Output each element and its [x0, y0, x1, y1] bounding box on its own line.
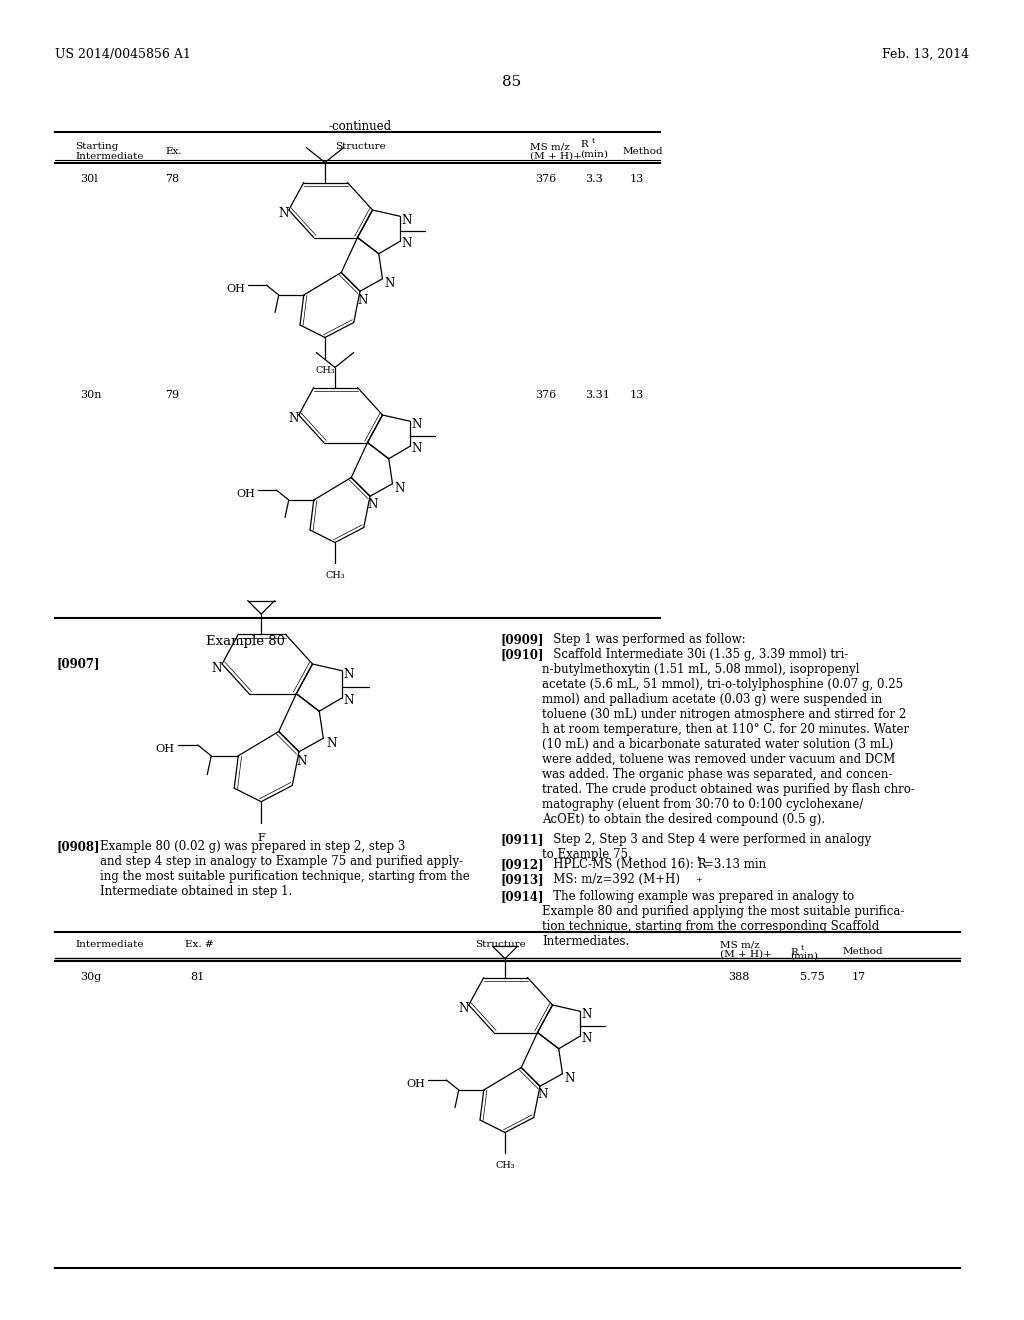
Text: MS: m/z=392 (M+H): MS: m/z=392 (M+H)	[542, 873, 680, 886]
Text: [0909]: [0909]	[500, 634, 544, 645]
Text: Ex. #: Ex. #	[185, 940, 214, 949]
Text: [0911]: [0911]	[500, 833, 544, 846]
Text: t: t	[697, 855, 700, 863]
Text: (M + H)+: (M + H)+	[530, 152, 582, 161]
Text: Method: Method	[843, 946, 884, 956]
Text: N: N	[385, 277, 395, 290]
Text: R: R	[580, 140, 588, 149]
Text: Ex.: Ex.	[165, 147, 181, 156]
Text: =3.13 min: =3.13 min	[705, 858, 766, 871]
Text: 13: 13	[630, 389, 644, 400]
Text: Example 80 (0.02 g) was prepared in step 2, step 3
and step 4 step in analogy to: Example 80 (0.02 g) was prepared in step…	[100, 840, 470, 898]
Text: N: N	[581, 1032, 592, 1045]
Text: Starting: Starting	[75, 143, 119, 150]
Text: N: N	[411, 418, 422, 432]
Text: OH: OH	[237, 488, 255, 499]
Text: 30g: 30g	[80, 972, 101, 982]
Text: MS m/z: MS m/z	[720, 940, 760, 949]
Text: 376: 376	[535, 389, 556, 400]
Text: (M + H)+: (M + H)+	[720, 950, 772, 960]
Text: US 2014/0045856 A1: US 2014/0045856 A1	[55, 48, 190, 61]
Text: 3.31: 3.31	[585, 389, 610, 400]
Text: 376: 376	[535, 174, 556, 183]
Text: N: N	[401, 214, 412, 227]
Text: N: N	[211, 661, 222, 675]
Text: t: t	[592, 137, 595, 145]
Text: OH: OH	[226, 284, 245, 294]
Text: [0912]: [0912]	[500, 858, 544, 871]
Text: N: N	[344, 694, 354, 708]
Text: N: N	[289, 412, 299, 425]
Text: R: R	[790, 948, 798, 957]
Text: Step 2, Step 3 and Step 4 were performed in analogy
to Example 75.: Step 2, Step 3 and Step 4 were performed…	[542, 833, 871, 861]
Text: Intermediate: Intermediate	[75, 152, 143, 161]
Text: N: N	[565, 1072, 575, 1085]
Text: N: N	[394, 482, 406, 495]
Text: HPLC-MS (Method 16): R: HPLC-MS (Method 16): R	[542, 858, 707, 871]
Text: 79: 79	[165, 389, 179, 400]
Text: N: N	[581, 1008, 592, 1022]
Text: N: N	[368, 499, 378, 511]
Text: [0913]: [0913]	[500, 873, 544, 886]
Text: Structure: Structure	[335, 143, 385, 150]
Text: +: +	[695, 876, 701, 884]
Text: 17: 17	[852, 972, 866, 982]
Text: 81: 81	[190, 972, 204, 982]
Text: 3.3: 3.3	[585, 174, 603, 183]
Text: Structure: Structure	[475, 940, 525, 949]
Text: N: N	[326, 737, 337, 750]
Text: Method: Method	[623, 147, 664, 156]
Text: N: N	[538, 1089, 548, 1101]
Text: Intermediate: Intermediate	[75, 940, 143, 949]
Text: N: N	[401, 238, 412, 251]
Text: N: N	[344, 668, 354, 681]
Text: [0910]: [0910]	[500, 648, 544, 661]
Text: 13: 13	[630, 174, 644, 183]
Text: N: N	[357, 293, 368, 306]
Text: Step 1 was performed as follow:: Step 1 was performed as follow:	[542, 634, 745, 645]
Text: [0908]: [0908]	[57, 840, 100, 853]
Text: OH: OH	[156, 744, 175, 754]
Text: (min): (min)	[580, 150, 608, 158]
Text: Feb. 13, 2014: Feb. 13, 2014	[882, 48, 969, 61]
Text: 5.75: 5.75	[800, 972, 824, 982]
Text: N: N	[411, 442, 422, 455]
Text: The following example was prepared in analogy to
Example 80 and purified applyin: The following example was prepared in an…	[542, 890, 904, 948]
Text: CH₃: CH₃	[315, 366, 335, 375]
Text: 388: 388	[728, 972, 750, 982]
Text: t: t	[801, 944, 804, 952]
Text: (min): (min)	[790, 952, 818, 961]
Text: Scaffold Intermediate 30i (1.35 g, 3.39 mmol) tri-
n-butylmethoxytin (1.51 mL, 5: Scaffold Intermediate 30i (1.35 g, 3.39 …	[542, 648, 914, 826]
Text: 30n: 30n	[80, 389, 101, 400]
Text: [0907]: [0907]	[57, 657, 100, 671]
Text: N: N	[296, 755, 307, 768]
Text: 85: 85	[503, 75, 521, 88]
Text: -continued: -continued	[329, 120, 391, 133]
Text: Example 80: Example 80	[206, 635, 285, 648]
Text: CH₃: CH₃	[496, 1162, 515, 1171]
Text: N: N	[459, 1002, 469, 1015]
Text: OH: OH	[407, 1078, 425, 1089]
Text: F: F	[257, 833, 265, 842]
Text: [0914]: [0914]	[500, 890, 544, 903]
Text: CH₃: CH₃	[326, 572, 345, 581]
Text: MS m/z: MS m/z	[530, 143, 569, 150]
Text: N: N	[279, 207, 289, 220]
Text: 30l: 30l	[80, 174, 97, 183]
Text: 78: 78	[165, 174, 179, 183]
